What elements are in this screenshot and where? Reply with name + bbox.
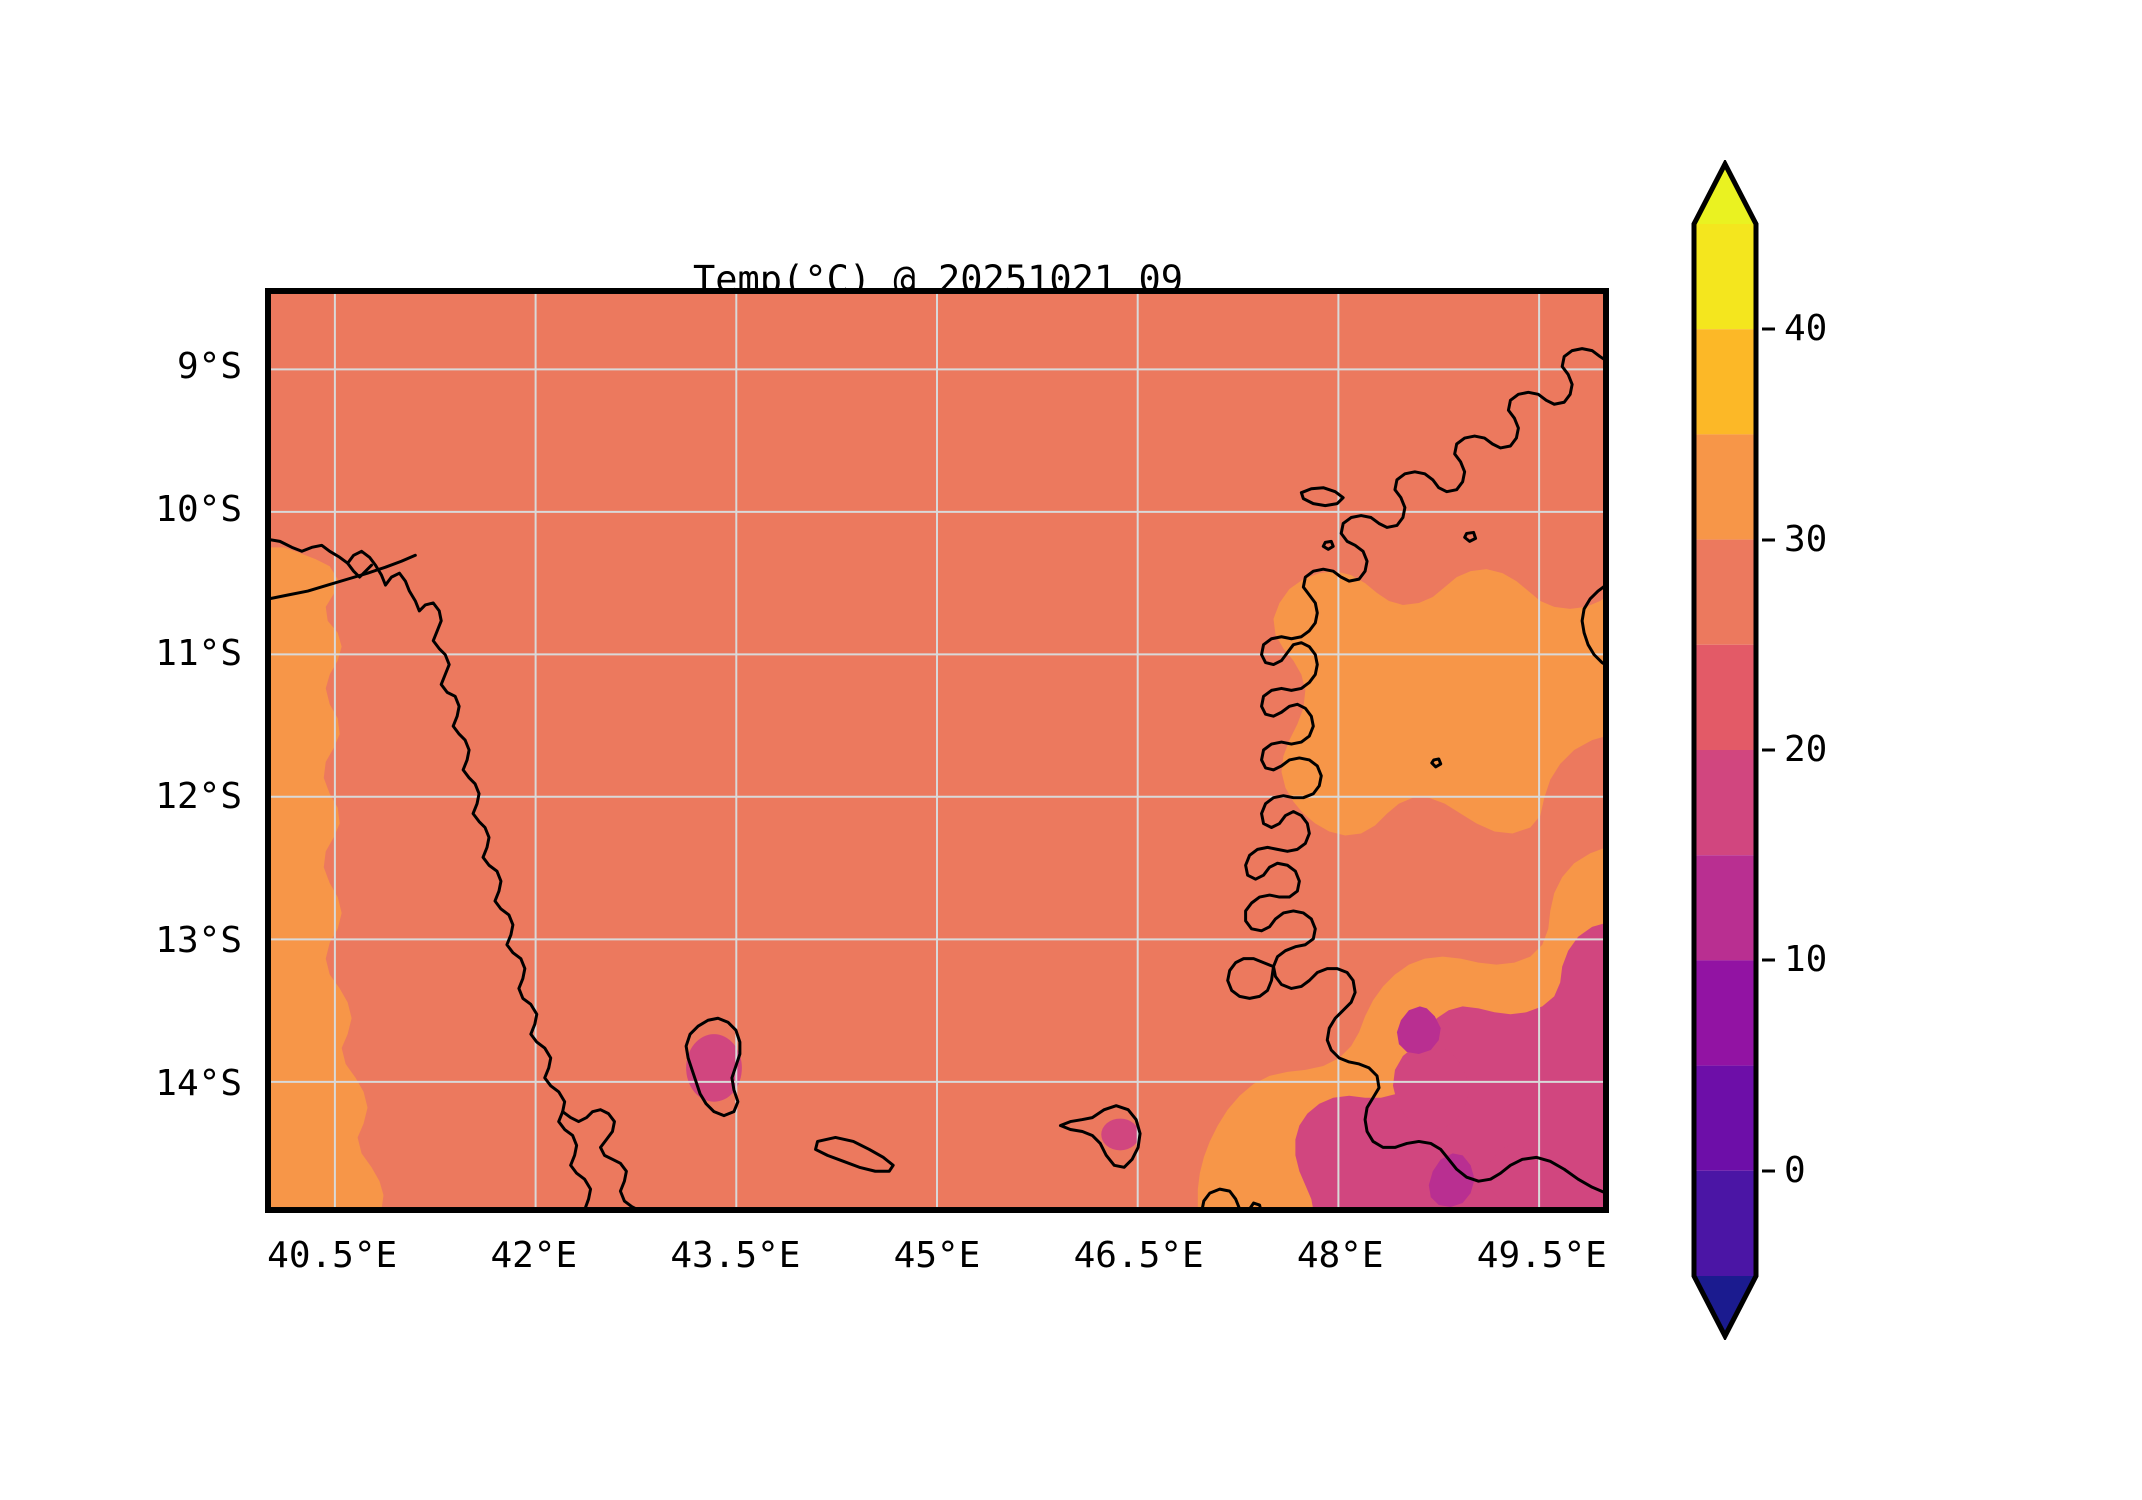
colorbar-tickmark-40 [1762, 327, 1775, 331]
colorbar-over-arrow [1694, 164, 1756, 224]
coastline-madagascar-northwest [1226, 957, 1275, 1000]
coastline-mainland-africa [268, 537, 593, 1210]
colorbar-tickmark-10 [1762, 958, 1775, 962]
ytick-label-11s: 11°S [155, 632, 242, 674]
colorbar-tickmark-30 [1762, 538, 1775, 542]
colorbar-gradient [1691, 160, 1759, 1340]
coastline-madagascar [1244, 347, 1606, 1195]
colorbar-band-30-35 [1694, 434, 1756, 540]
coastline-bay-south [561, 1108, 640, 1210]
coastline-islet-b [1463, 530, 1478, 543]
coastline-bay-north [346, 561, 374, 579]
temperature-map [268, 291, 1606, 1210]
field-band-15-20-core-c [1396, 1006, 1441, 1055]
colorbar-under-arrow [1694, 1276, 1756, 1336]
colorbar-tick-labels: 40 30 20 10 0 [1762, 160, 1902, 1340]
coastline-moheli [814, 1135, 895, 1173]
coastline-islet-c [1430, 757, 1443, 769]
colorbar-band-15-20 [1694, 750, 1756, 856]
colorbar-band-25-30 [1694, 539, 1756, 645]
colorbar-ticklabel-20: 20 [1784, 729, 1828, 770]
field-core-anjouan [1101, 1118, 1140, 1151]
ytick-label-9s: 9°S [176, 345, 242, 387]
xtick-label-46-5e: 46.5°E [1073, 1235, 1204, 1276]
colorbar-ticklabel-10: 10 [1784, 939, 1828, 981]
colorbar-band-20-25 [1694, 644, 1756, 750]
ytick-label-14s: 14°S [155, 1063, 242, 1104]
colorbar-band-35-40 [1694, 329, 1756, 435]
x-axis-tick-labels: 40.5°E 42°E 43.5°E 45°E 46.5°E 48°E 49.5… [265, 1238, 1609, 1284]
field-core-grande-comore [686, 1034, 742, 1102]
field-band-30-35-madagascar [1273, 569, 1606, 836]
coastlines [268, 347, 1606, 1210]
map-plot-area[interactable] [265, 288, 1609, 1213]
ytick-label-13s: 13°S [155, 919, 242, 961]
xtick-label-42e: 42°E [490, 1235, 578, 1276]
colorbar-band-40-45 [1694, 224, 1756, 330]
coastline-glorioso [1299, 486, 1345, 508]
colorbar-tickmark-0 [1762, 1169, 1775, 1173]
colorbar-ticklabel-40: 40 [1784, 308, 1828, 350]
colorbar-band-minus5-0 [1694, 1170, 1756, 1276]
coastline-islet-a [1321, 539, 1335, 551]
ytick-label-10s: 10°S [155, 489, 242, 531]
field-band-15-20-core-a [1428, 1153, 1475, 1208]
y-axis-tick-labels: 9°S 10°S 11°S 12°S 13°S 14°S [60, 288, 242, 1213]
colorbar-ticklabel-0: 0 [1784, 1149, 1806, 1191]
field-band-20-25-highlands-c [1309, 1151, 1372, 1210]
coastline-anjouan [1058, 1104, 1142, 1169]
colorbar-tickmark-20 [1762, 748, 1775, 752]
colorbar[interactable] [1690, 160, 1760, 1340]
map-axes-border [268, 291, 1606, 1210]
coastline-mainland-border [268, 553, 417, 601]
ytick-label-12s: 12°S [155, 776, 242, 818]
coastline-mayotte [1200, 1187, 1242, 1210]
field-band-20-25-highlands-b [1392, 1042, 1469, 1130]
xtick-label-43-5e: 43.5°E [670, 1235, 801, 1276]
field-band-30-35-west [268, 547, 384, 1210]
xtick-label-49-5e: 49.5°E [1476, 1235, 1607, 1276]
coastline-madagascar-north-tip [1580, 583, 1606, 667]
coastline-grande-comore [684, 1016, 742, 1118]
colorbar-outline [1691, 160, 1759, 1340]
xtick-label-48e: 48°E [1296, 1235, 1384, 1276]
xtick-label-40-5e: 40.5°E [267, 1235, 398, 1276]
colorbar-band-5-10 [1694, 960, 1756, 1066]
colorbar-ticklabel-30: 30 [1784, 518, 1828, 560]
xtick-label-45e: 45°E [893, 1235, 981, 1276]
map-gridlines [268, 291, 1606, 1210]
colorbar-band-0-5 [1694, 1065, 1756, 1171]
colorbar-band-10-15 [1694, 855, 1756, 961]
